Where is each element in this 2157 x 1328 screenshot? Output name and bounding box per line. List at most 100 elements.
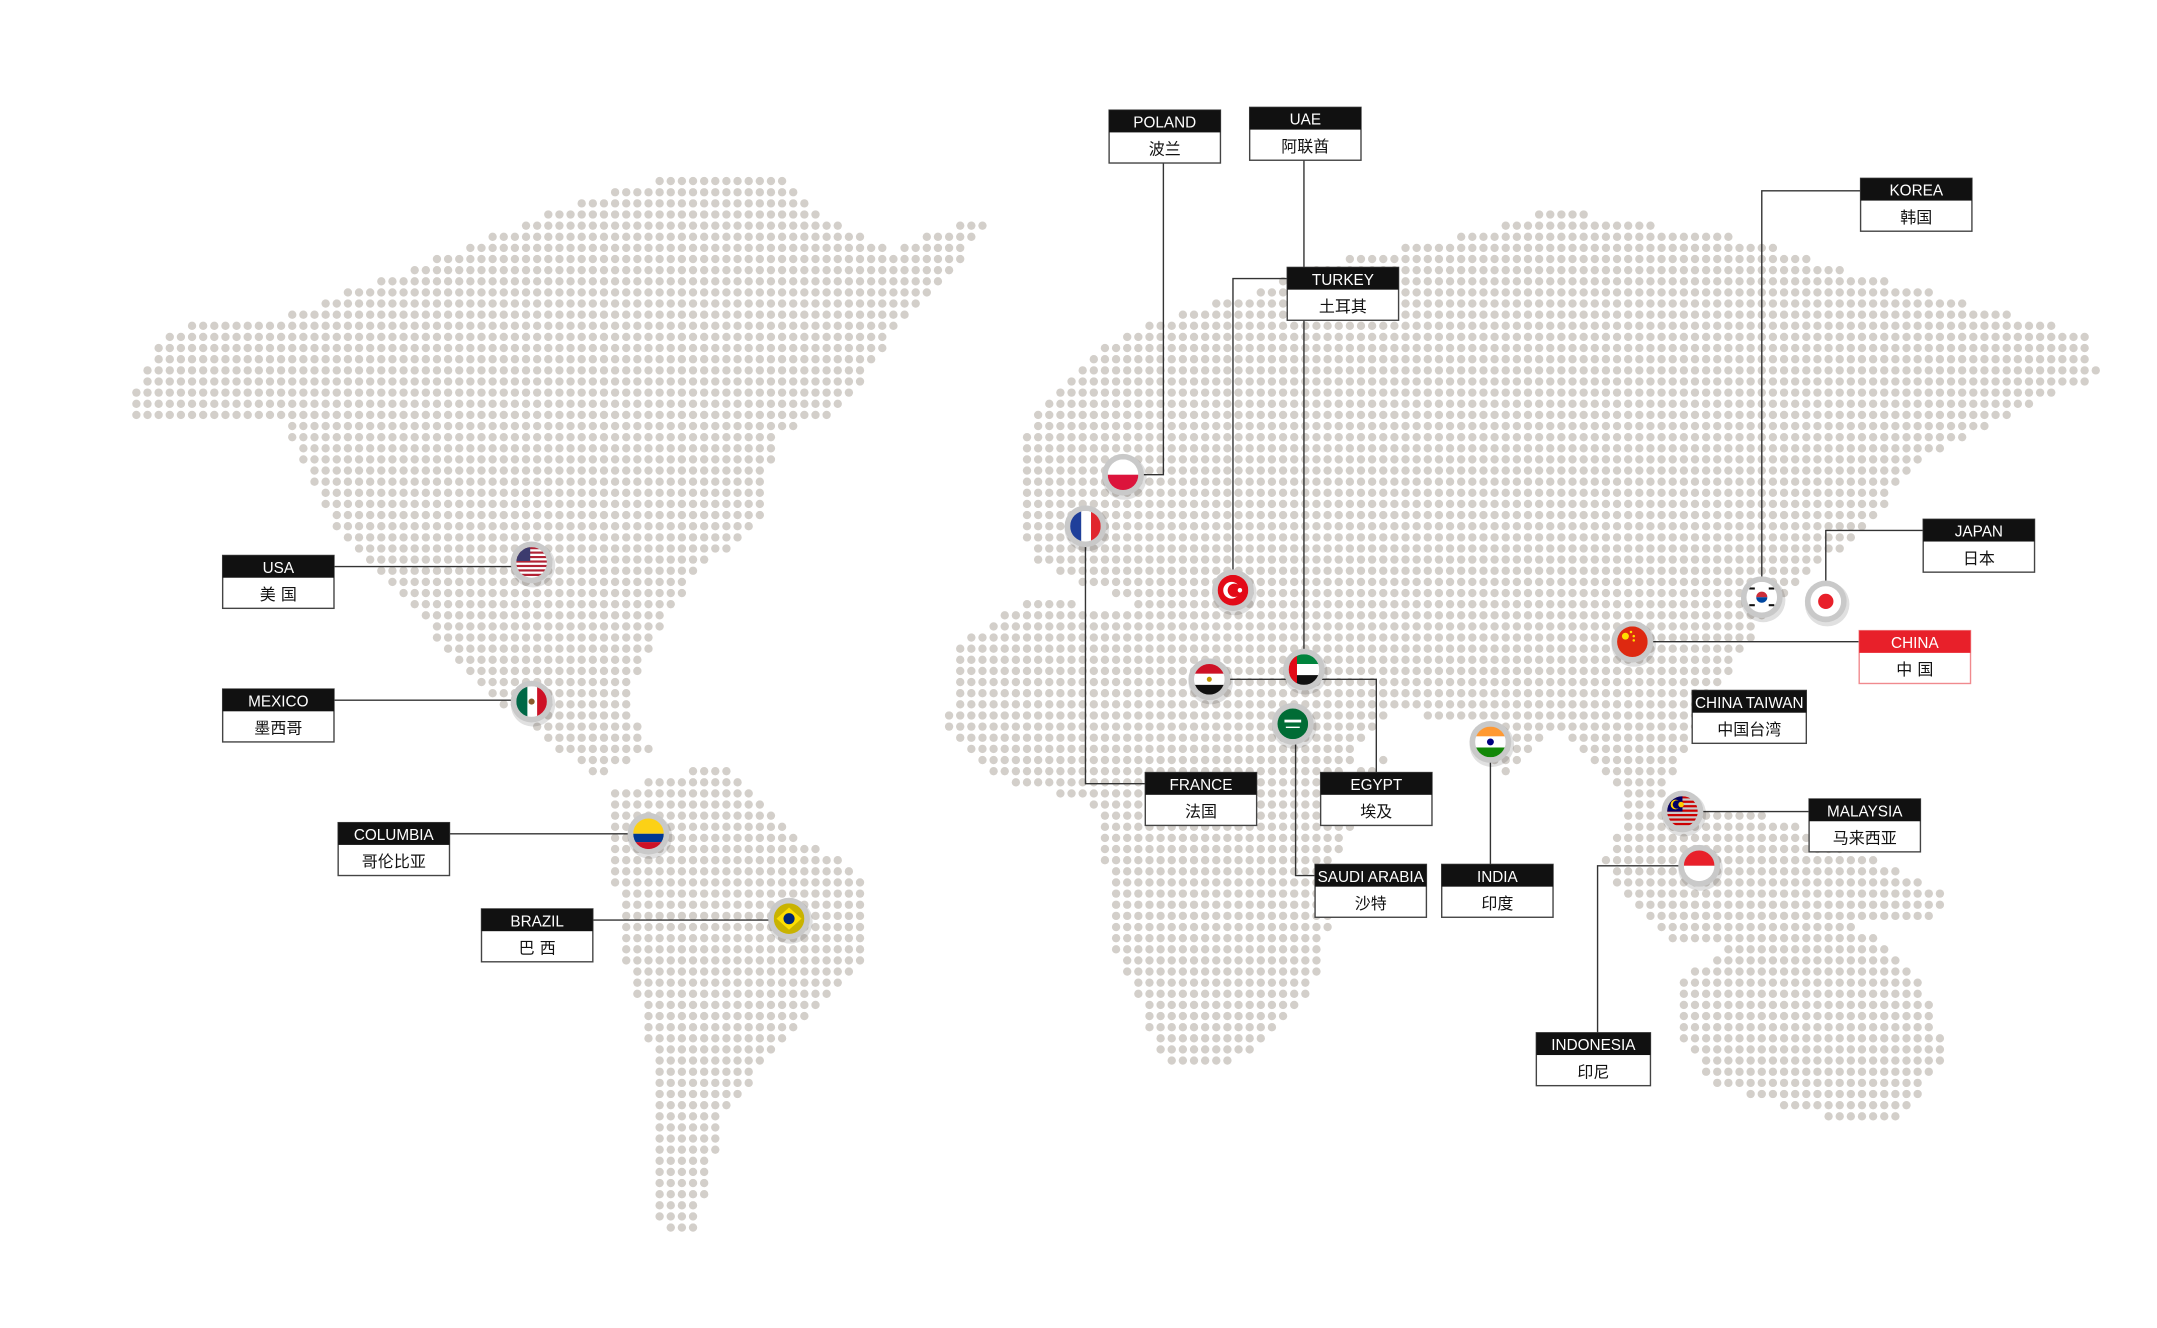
map-dot [466, 399, 475, 408]
map-dot [1234, 477, 1243, 486]
map-dot [499, 343, 508, 353]
map-dot [1957, 366, 1967, 375]
map-dot [421, 499, 431, 509]
map-dot [1045, 455, 1054, 464]
map-dot [276, 343, 286, 353]
map-dot [577, 421, 586, 431]
map-dot [399, 455, 408, 464]
map-dot [455, 410, 464, 420]
map-dot [1200, 377, 1210, 386]
map-dot [388, 343, 397, 353]
map-dot [1434, 243, 1444, 253]
map-dot [822, 399, 831, 408]
map-dot [365, 466, 375, 475]
map-dot [2080, 332, 2089, 342]
map-dot [566, 265, 575, 275]
map-dot [1891, 466, 1900, 475]
map-dot [1434, 466, 1444, 475]
map-dot [1468, 332, 1477, 342]
map-dot [1568, 488, 1577, 498]
map-dot [1045, 555, 1054, 564]
map-dot [1779, 321, 1789, 331]
map-dot [1167, 666, 1176, 676]
map-dot [711, 355, 720, 364]
map-dot [1501, 432, 1510, 442]
map-dot [1379, 388, 1388, 397]
map-dot [1701, 533, 1711, 542]
map-dot [1134, 432, 1143, 442]
map-dot [1724, 377, 1733, 386]
map-dot [811, 310, 820, 319]
map-dot [1646, 566, 1655, 575]
map-dot [1212, 455, 1221, 464]
map-dot [1178, 410, 1188, 420]
map-dot [210, 399, 219, 408]
map-dot [1111, 510, 1121, 520]
map-dot [956, 677, 965, 687]
map-dot [1367, 366, 1377, 375]
map-dot [1891, 310, 1900, 319]
map-dot [1356, 555, 1366, 564]
map-dot [1713, 522, 1722, 531]
map-dot [1189, 444, 1199, 453]
map-dot [733, 355, 742, 364]
map-dot [1523, 288, 1533, 297]
map-dot [1223, 455, 1232, 464]
map-dot [744, 410, 753, 420]
map-dot [1234, 689, 1243, 698]
map-dot [1312, 611, 1321, 620]
map-dot [1557, 210, 1566, 219]
map-dot [978, 666, 987, 676]
map-dot [1590, 299, 1599, 308]
map-dot [1412, 332, 1421, 342]
map-dot [1512, 644, 1522, 653]
map-dot [544, 421, 553, 431]
map-dot [1479, 577, 1488, 587]
map-dot [655, 199, 664, 208]
map-dot [1646, 533, 1655, 542]
map-dot [922, 265, 931, 275]
map-dot [1479, 555, 1488, 564]
map-dot [488, 455, 497, 464]
map-dot [1557, 232, 1566, 241]
map-dot [2047, 366, 2056, 375]
map-dot [510, 455, 520, 464]
map-dot [1891, 455, 1900, 464]
map-dot [1802, 265, 1811, 275]
map-dot [1111, 655, 1121, 664]
map-dot [755, 321, 764, 331]
map-dot [555, 533, 564, 542]
map-dot [699, 432, 709, 442]
map-dot [1178, 488, 1188, 498]
map-dot [1212, 488, 1221, 498]
map-dot [488, 477, 497, 486]
map-dot [1646, 577, 1655, 587]
map-dot [1546, 265, 1555, 275]
map-dot [1390, 343, 1399, 353]
map-dot [1635, 577, 1644, 587]
map-dot [1056, 466, 1065, 475]
map-dot [1345, 689, 1355, 698]
map-dot [1200, 633, 1210, 642]
map-dot [1969, 399, 1978, 408]
map-dot [1301, 355, 1310, 364]
map-dot [1590, 366, 1599, 375]
map-dot [499, 288, 508, 297]
map-dot [1000, 633, 1009, 642]
map-dot [143, 366, 152, 375]
map-dot [1701, 277, 1711, 286]
map-dot [1657, 544, 1666, 553]
map-dot [399, 466, 408, 475]
map-dot [332, 299, 341, 308]
map-dot [599, 321, 609, 331]
map-dot [1212, 611, 1221, 620]
map-dot [1846, 477, 1856, 486]
map-dot [1802, 277, 1811, 286]
map-dot [1690, 277, 1700, 286]
map-dot [1067, 477, 1076, 486]
map-dot [455, 277, 464, 286]
map-dot [1033, 677, 1043, 687]
map-dot [1557, 611, 1566, 620]
map-dot [1501, 488, 1510, 498]
map-dot [1846, 399, 1856, 408]
